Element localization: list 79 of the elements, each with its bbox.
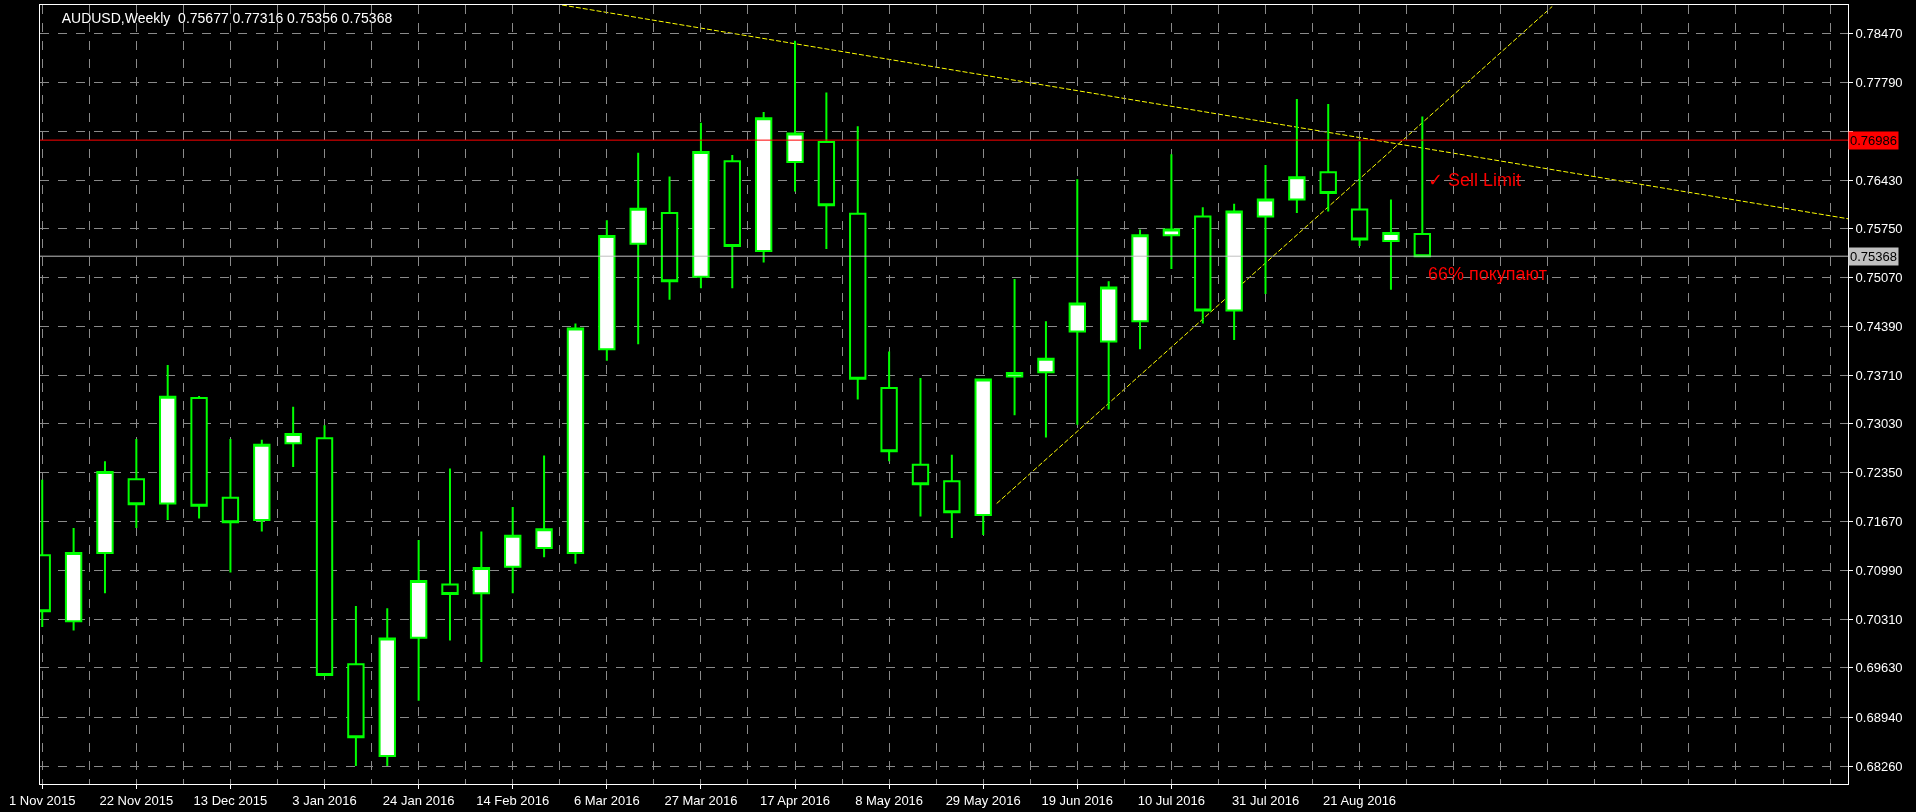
x-tick-label: 27 Mar 2016 xyxy=(664,792,738,808)
y-tick-label: 0.73030 xyxy=(1855,416,1903,432)
candlestick xyxy=(378,607,396,768)
x-tick-label: 1 Nov 2015 xyxy=(8,792,76,808)
candlestick xyxy=(1413,115,1432,258)
candlestick xyxy=(253,438,271,533)
candlestick xyxy=(1350,140,1369,248)
candlestick xyxy=(629,151,647,346)
x-tick-label: 19 Jun 2016 xyxy=(1041,792,1114,808)
candlestick xyxy=(1382,198,1400,291)
y-tick-label: 0.69630 xyxy=(1855,660,1903,676)
y-tick-label: 0.76430 xyxy=(1855,172,1903,188)
y-tick-label: 0.74390 xyxy=(1855,318,1903,334)
candlestick xyxy=(566,322,585,565)
candlestick xyxy=(96,460,114,595)
candlestick xyxy=(441,467,459,642)
y-tick-label: 0.73710 xyxy=(1855,367,1903,383)
candlestick xyxy=(943,453,961,539)
x-tick-label: 29 May 2016 xyxy=(945,792,1021,808)
y-tick-label: 0.70310 xyxy=(1855,611,1903,627)
y-tick-label: 0.71670 xyxy=(1855,514,1903,530)
x-tick-label: 3 Jan 2016 xyxy=(292,792,357,808)
candlestick xyxy=(723,153,741,290)
annotation: ✓ Sell Limit xyxy=(1428,170,1522,190)
candlestick xyxy=(1162,153,1181,270)
candlestick xyxy=(190,394,208,520)
candlestick xyxy=(127,437,146,529)
candlestick xyxy=(786,39,804,193)
ref-line-label: 0.76986 xyxy=(1850,133,1897,148)
candlestick xyxy=(1194,206,1212,325)
candlestick xyxy=(315,424,334,677)
x-tick-label: 14 Feb 2016 xyxy=(476,792,550,808)
x-tick-label: 31 Jul 2016 xyxy=(1231,792,1300,808)
y-tick-label: 0.78470 xyxy=(1855,26,1903,42)
candlestick xyxy=(221,437,240,574)
y-tick-label: 0.68940 xyxy=(1855,709,1903,725)
x-tick-label: 22 Nov 2015 xyxy=(99,792,174,808)
candlestick xyxy=(754,110,773,264)
candlestick xyxy=(880,350,898,463)
candlestick xyxy=(159,364,177,522)
candlestick xyxy=(692,121,710,290)
candlestick xyxy=(472,530,491,664)
candlestick xyxy=(347,605,365,768)
x-tick-label: 21 Aug 2016 xyxy=(1323,792,1397,808)
candlestick xyxy=(1037,320,1055,439)
x-tick-label: 24 Jan 2016 xyxy=(382,792,455,808)
candlestick xyxy=(911,377,930,518)
x-tick-label: 8 May 2016 xyxy=(855,792,924,808)
candlestick xyxy=(1005,278,1024,417)
candlestick xyxy=(1225,202,1243,341)
x-tick-label: 6 Mar 2016 xyxy=(573,792,640,808)
y-tick-label: 0.75750 xyxy=(1855,221,1903,237)
candlestick xyxy=(598,219,616,362)
candlestick xyxy=(974,378,992,537)
candlestick xyxy=(535,454,553,559)
x-tick-label: 17 Apr 2016 xyxy=(759,792,831,808)
y-tick-label: 0.68260 xyxy=(1855,758,1903,774)
ref-line-label: 0.75368 xyxy=(1850,249,1897,264)
annotation: 66% покупают xyxy=(1428,264,1547,284)
candlestick xyxy=(849,125,867,401)
candlestick xyxy=(1131,228,1149,351)
x-tick-label: 10 Jul 2016 xyxy=(1137,792,1206,808)
candlestick xyxy=(817,91,836,250)
y-tick-label: 0.72350 xyxy=(1855,465,1903,481)
candlestick xyxy=(1256,163,1275,296)
candlestick xyxy=(504,506,522,595)
candlestick xyxy=(1288,97,1306,215)
candlestick xyxy=(64,526,83,632)
candlestick xyxy=(1319,102,1337,213)
chart-title: AUDUSD,Weekly 0.75677 0.77316 0.75356 0.75368 xyxy=(61,9,393,26)
candlestick xyxy=(1068,178,1086,426)
candlestick xyxy=(284,405,302,468)
y-tick-label: 0.75070 xyxy=(1855,270,1903,286)
x-tick-label: 13 Dec 2015 xyxy=(193,792,268,808)
candlestick xyxy=(409,539,428,702)
candlestick xyxy=(1099,280,1118,411)
candlestick xyxy=(660,175,679,301)
y-tick-label: 0.77790 xyxy=(1855,75,1903,91)
y-tick-label: 0.70990 xyxy=(1855,562,1903,578)
